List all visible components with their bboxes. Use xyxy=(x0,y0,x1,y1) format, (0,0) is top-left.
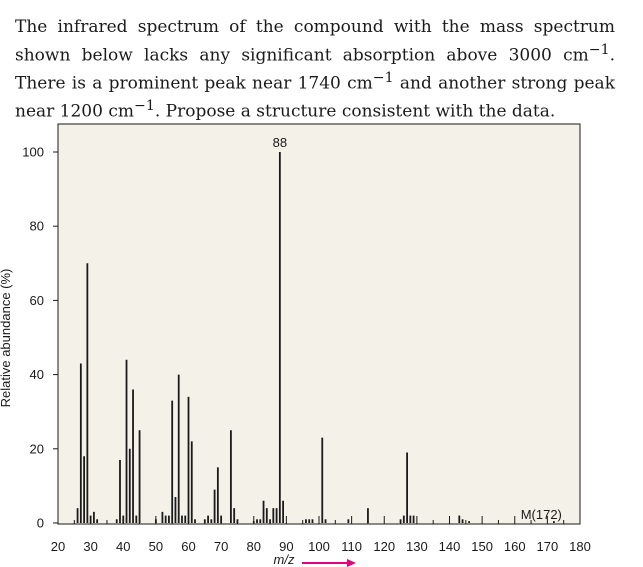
y-tick-label-60: 60 xyxy=(30,293,44,308)
x-tick-label-90: 90 xyxy=(279,539,293,554)
problem-text-part2: . There is a prominent peak near 1740 cm xyxy=(15,45,615,94)
x-axis-ticks: 20 30 40 50 60 70 80 90 100 110 120 130 140 150 160 170… xyxy=(51,516,591,554)
x-tick-label-130: 130 xyxy=(406,539,428,554)
y-tick-label-80: 80 xyxy=(30,219,44,234)
x-axis-label: m/z xyxy=(274,552,295,567)
x-tick-label-140: 140 xyxy=(439,539,461,554)
problem-sup1: −1 xyxy=(588,41,610,58)
problem-sup3: −1 xyxy=(133,97,155,114)
y-tick-label-20: 20 xyxy=(30,441,44,456)
x-tick-label-60: 60 xyxy=(181,539,195,554)
x-axis-arrow-head xyxy=(347,559,356,567)
x-tick-label-180: 180 xyxy=(569,539,591,554)
x-tick-label-70: 70 xyxy=(214,539,228,554)
problem-sup2: −1 xyxy=(372,69,394,86)
y-tick-label-40: 40 xyxy=(30,367,44,382)
mass-spectrum-chart: 0 20 40 60 80 100 20 30 40 50 60 70 80 90 100 110 120 13… xyxy=(0,123,591,567)
x-tick-label-50: 50 xyxy=(149,539,163,554)
x-tick-label-120: 120 xyxy=(373,539,395,554)
x-tick-label-20: 20 xyxy=(51,539,65,554)
x-tick-label-110: 110 xyxy=(341,539,362,554)
y-axis-label: Relative abundance (%) xyxy=(0,269,13,408)
x-tick-label-170: 170 xyxy=(537,539,559,554)
problem-statement: The infrared spectrum of the compound wi… xyxy=(15,16,615,123)
x-tick-label-160: 160 xyxy=(504,539,526,554)
x-tick-label-80: 80 xyxy=(247,539,261,554)
y-axis-ticks: 0 20 40 60 80 100 xyxy=(22,145,58,531)
x-tick-label-150: 150 xyxy=(471,539,493,554)
x-tick-label-30: 30 xyxy=(83,539,97,554)
problem-text: The infrared spectrum of the compound wi… xyxy=(15,16,615,123)
plot-area xyxy=(57,123,581,525)
problem-text-part3: and another strong peak near 1200 cm xyxy=(15,73,615,122)
annotation-0: 88 xyxy=(273,135,287,150)
x-tick-label-40: 40 xyxy=(116,539,130,554)
y-tick-label-0: 0 xyxy=(37,516,44,531)
problem-text-part1: The infrared spectrum of the compound wi… xyxy=(15,17,615,66)
annotations-group: 88 M(172) xyxy=(273,135,562,522)
problem-text-part4: . Propose a structure consistent with th… xyxy=(154,101,556,122)
x-tick-label-100: 100 xyxy=(308,539,330,554)
annotation-1: M(172) xyxy=(521,507,562,522)
y-tick-label-100: 100 xyxy=(22,145,44,160)
